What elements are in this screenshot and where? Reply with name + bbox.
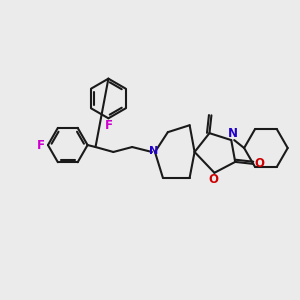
- Text: N: N: [149, 146, 159, 156]
- Text: O: O: [208, 173, 218, 186]
- Text: O: O: [254, 158, 264, 170]
- Text: N: N: [228, 127, 238, 140]
- Text: F: F: [37, 139, 45, 152]
- Text: F: F: [104, 119, 112, 132]
